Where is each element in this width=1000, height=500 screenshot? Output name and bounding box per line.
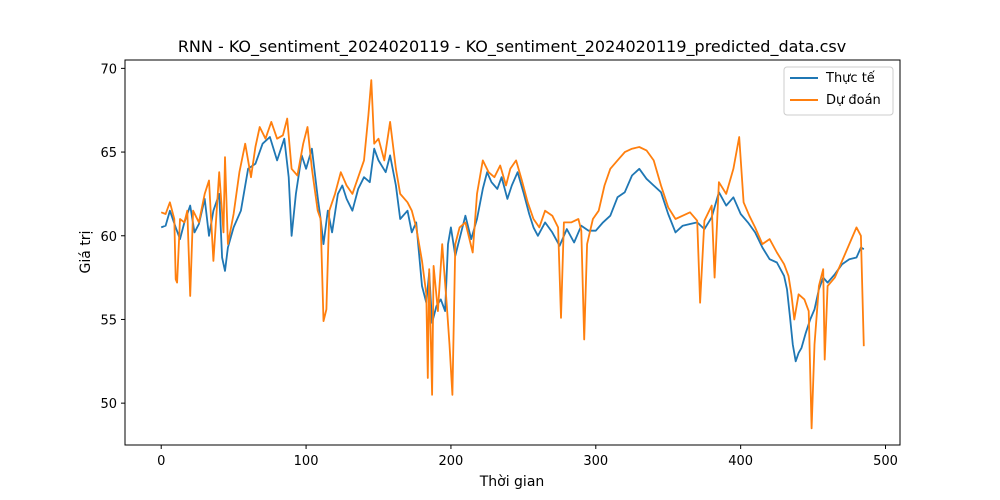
x-tick-label: 100 xyxy=(294,454,319,469)
y-tick-label: 65 xyxy=(100,146,117,161)
y-tick-label: 55 xyxy=(100,313,117,328)
y-tick-label: 70 xyxy=(100,62,117,77)
y-axis-label: Giá trị xyxy=(78,231,94,274)
x-tick-label: 300 xyxy=(583,454,608,469)
y-tick-label: 60 xyxy=(100,230,117,245)
legend-label-predicted: Dự đoán xyxy=(826,93,881,108)
x-tick-label: 0 xyxy=(157,454,165,469)
x-tick-label: 200 xyxy=(439,454,464,469)
y-axis: 50 55 60 65 70 xyxy=(100,62,125,412)
x-tick-label: 400 xyxy=(728,454,753,469)
series-line-predicted xyxy=(160,79,865,430)
x-axis: 0 100 200 300 400 500 xyxy=(157,445,898,469)
plot-frame xyxy=(124,59,901,446)
legend-label-actual: Thực tế xyxy=(825,71,875,86)
legend: Thực tế Dự đoán xyxy=(783,66,894,116)
x-axis-label: Thời gian xyxy=(479,474,545,490)
y-tick-label: 50 xyxy=(100,397,117,412)
chart-title: RNN - KO_sentiment_2024020119 - KO_senti… xyxy=(178,37,846,57)
series-line-actual xyxy=(160,136,865,363)
x-tick-label: 500 xyxy=(873,454,898,469)
plot-area xyxy=(160,79,865,430)
